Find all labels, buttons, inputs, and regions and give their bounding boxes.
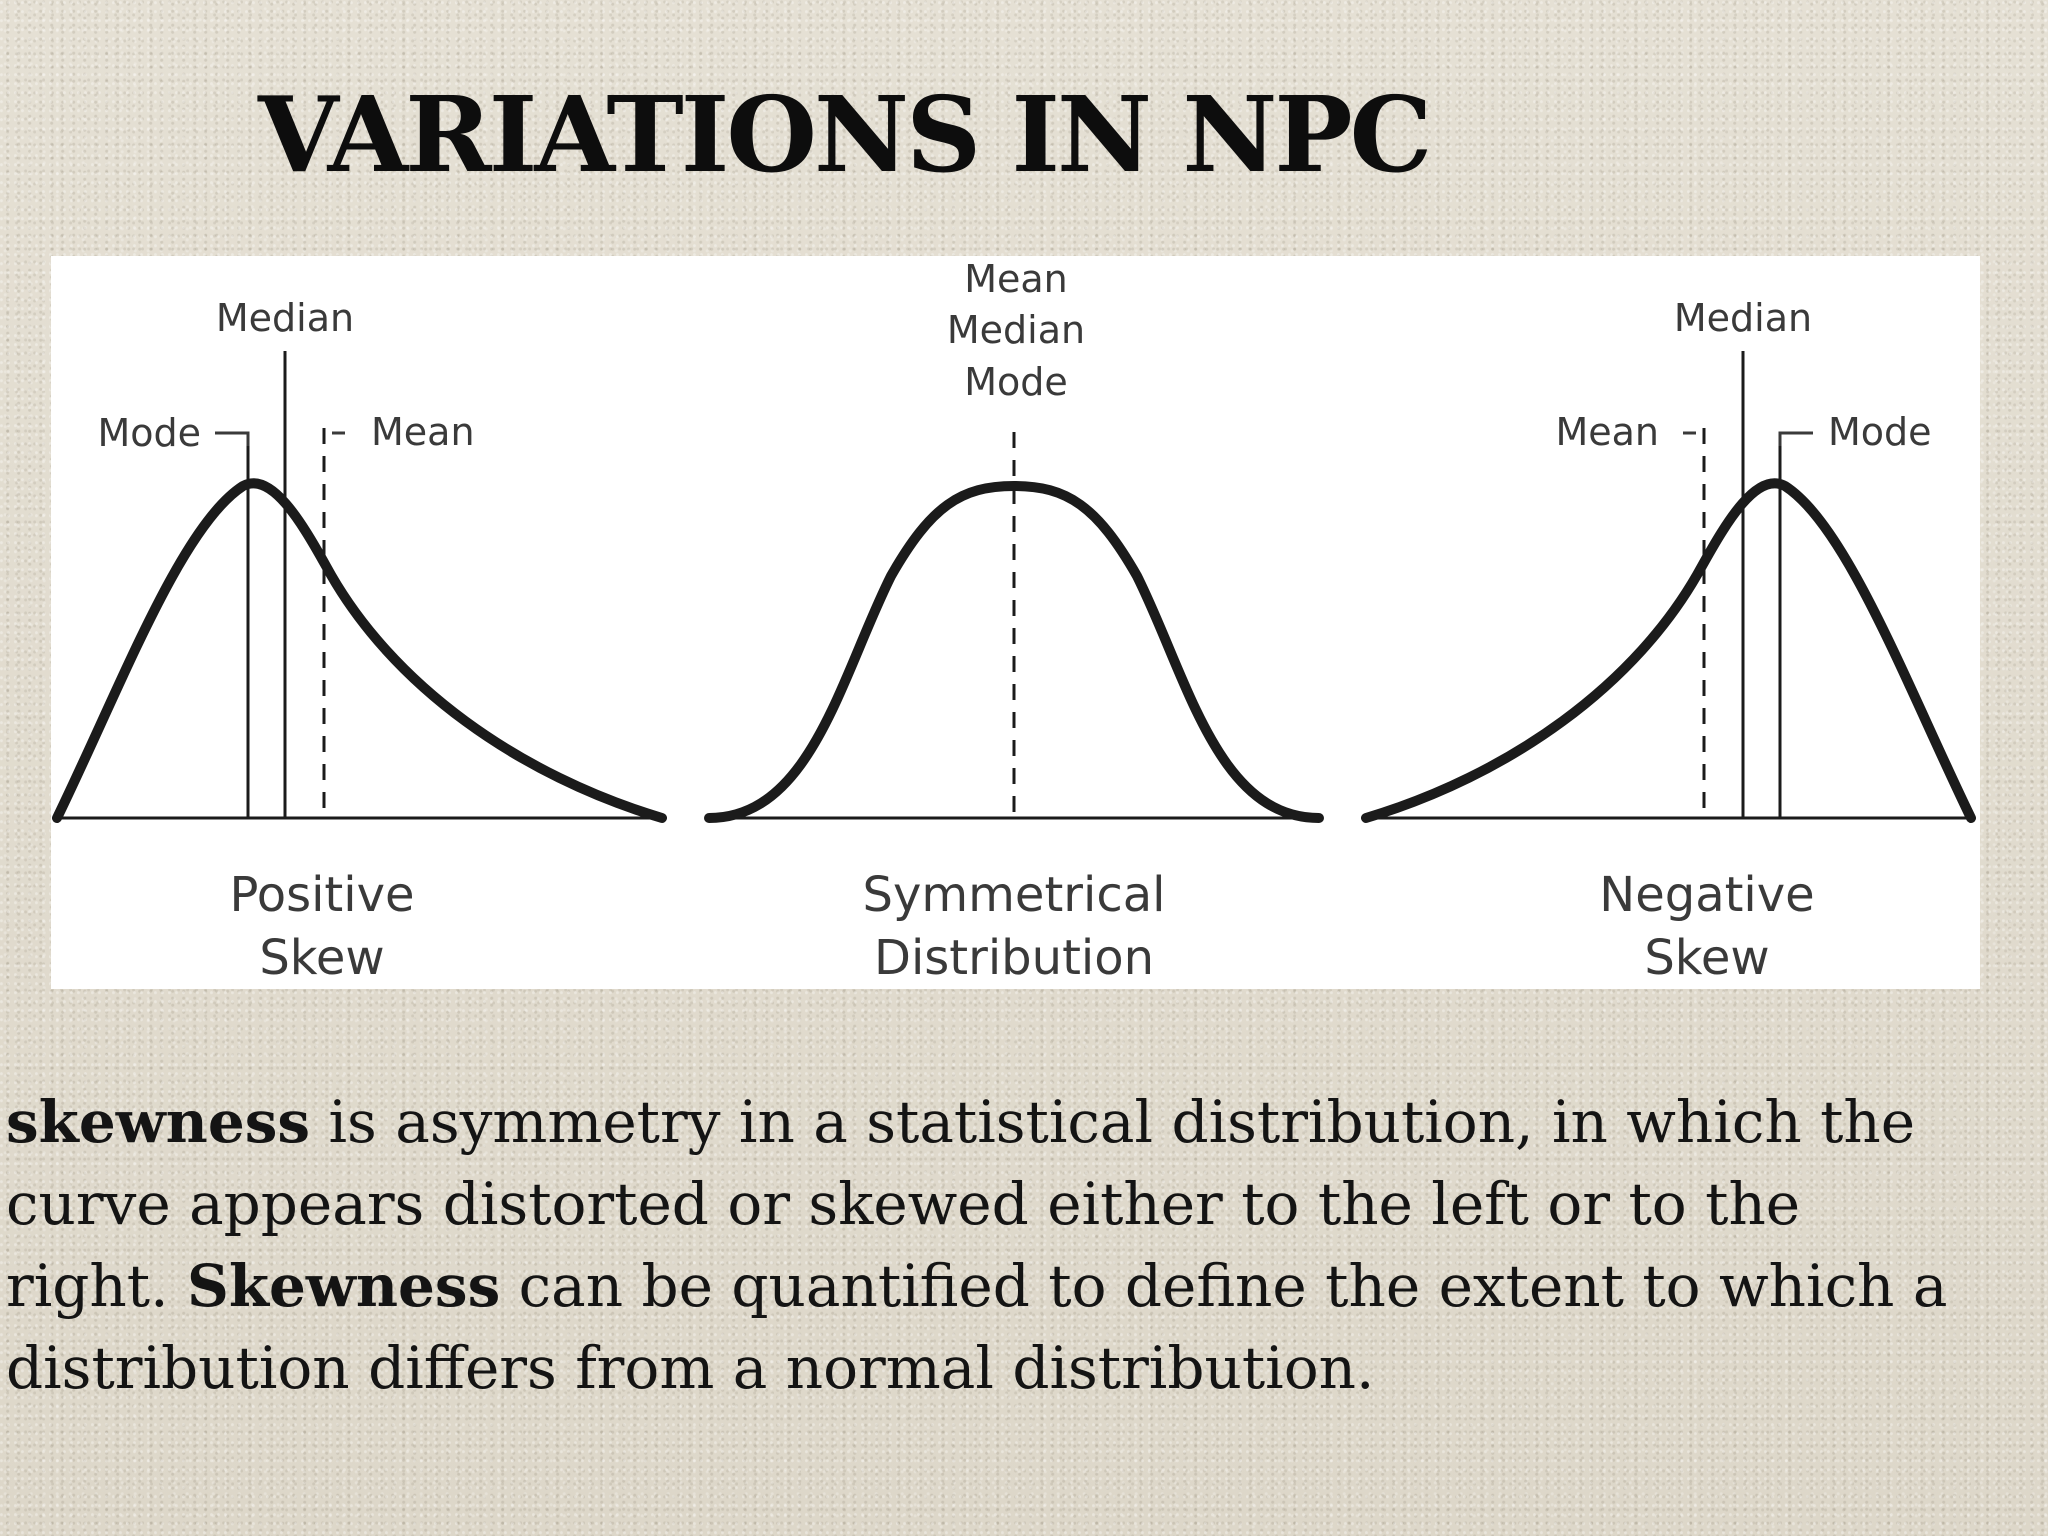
symmetrical-mean-label: Mean (964, 257, 1068, 301)
description-part2: can be quantified to define the extent t… (6, 1252, 1948, 1402)
symmetrical-caption-line1: Symmetrical (863, 867, 1166, 923)
positive-median-label: Median (216, 296, 354, 340)
symmetrical-caption-line2: Distribution (874, 930, 1154, 986)
symmetrical-mode-label: Mode (964, 360, 1068, 404)
skewness-description: skewness is asymmetry in a statistical d… (6, 1081, 1966, 1409)
negative-skew-panel: Median Mean Mode Negative Skew (1361, 296, 1976, 986)
positive-caption-line2: Skew (259, 930, 384, 986)
negative-caption-line1: Negative (1599, 867, 1814, 923)
negative-caption-line2: Skew (1644, 930, 1769, 986)
symmetrical-median-label: Median (947, 308, 1085, 352)
description-part1: is asymmetry in a statistical distributi… (6, 1088, 1916, 1320)
negative-skew-curve (1361, 478, 1976, 823)
skewness-term: skewness (6, 1088, 311, 1156)
negative-mean-label: Mean (1555, 410, 1659, 454)
positive-skew-panel: Median Mode Mean Positive Skew (52, 296, 667, 986)
skewness-term-2: Skewness (186, 1252, 501, 1320)
positive-mode-leader (215, 431, 250, 446)
negative-mode-label: Mode (1828, 410, 1932, 454)
positive-mode-label: Mode (97, 411, 201, 455)
positive-skew-curve (52, 478, 667, 823)
slide-title: VARIATIONS IN NPC (258, 73, 1432, 196)
symmetrical-curve (704, 481, 1324, 823)
negative-mode-leader (1778, 431, 1813, 446)
positive-caption-line1: Positive (229, 867, 414, 923)
skewness-diagram: Median Mode Mean Positive Skew Mean Medi… (51, 256, 1980, 989)
positive-mean-label: Mean (371, 410, 475, 454)
symmetrical-panel: Mean Median Mode Symmetrical Distributio… (704, 257, 1324, 986)
negative-median-label: Median (1674, 296, 1812, 340)
